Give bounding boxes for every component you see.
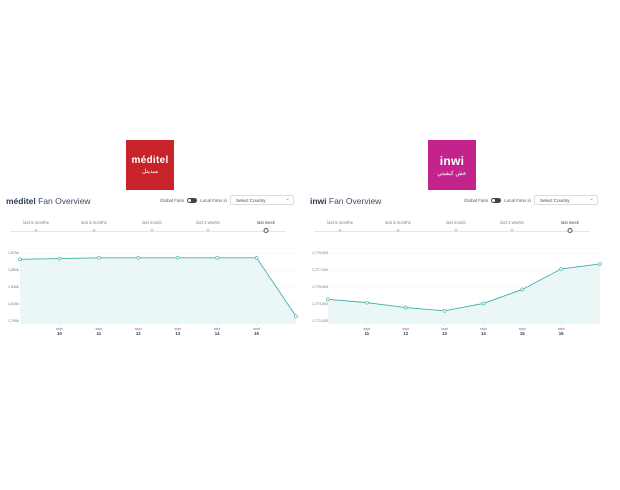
data-point: [326, 297, 330, 302]
range-handle[interactable]: [263, 228, 269, 233]
panel-header: méditel Fan Overview Global Fans Local F…: [6, 194, 300, 209]
range-option[interactable]: last week: [561, 220, 579, 225]
range-option[interactable]: last 2 weeks: [500, 220, 524, 225]
fan-chart: 1,870k1,850k1,830k1,810k1,790ksept10sept…: [8, 251, 298, 336]
range-handle[interactable]: [150, 229, 154, 232]
range-option[interactable]: last month: [142, 220, 162, 225]
x-tick-day: 13: [442, 331, 447, 336]
panel-header: inwi Fan Overview Global Fans Local Fans…: [310, 194, 604, 209]
data-point: [215, 255, 219, 260]
range-handle[interactable]: [338, 229, 342, 232]
x-tick-month: sept: [441, 327, 448, 331]
x-tick-day: 16: [559, 331, 564, 336]
x-tick-month: sept: [56, 327, 63, 331]
range-handle[interactable]: [206, 229, 210, 232]
x-tick-month: sept: [480, 327, 487, 331]
x-tick-day: 14: [481, 331, 486, 336]
range-option[interactable]: last 3 months: [385, 220, 411, 225]
x-tick-month: sept: [519, 327, 526, 331]
range-selector: last 6 months last 3 months last month last…: [6, 220, 300, 234]
meditel-panel: méditel ميديتل méditel Fan Overview Glob…: [6, 140, 300, 340]
data-point: [97, 255, 101, 260]
x-tick-month: sept: [363, 327, 370, 331]
x-tick-month: sept: [135, 327, 142, 331]
local-fans-label: Local Fans in: [504, 197, 531, 203]
data-point: [520, 287, 525, 292]
inwi-logo: inwi عش كيفيتي: [428, 140, 476, 190]
series-line: [19, 257, 297, 317]
data-point: [365, 300, 369, 305]
panel-title: inwi Fan Overview: [310, 196, 382, 206]
x-tick-day: 10: [57, 331, 62, 336]
local-fans-label: Local Fans in: [200, 197, 227, 203]
fan-chart: 1,779,000 1,777,000 1,775,000 1,773,000 1,77…: [312, 251, 602, 336]
y-tick-label: 1,810k: [8, 302, 19, 306]
series-area: [20, 257, 296, 324]
data-point: [559, 267, 563, 271]
data-point: [57, 256, 62, 261]
range-option[interactable]: last 6 months: [23, 220, 49, 225]
data-point: [136, 255, 141, 260]
global-fans-label: Global Fans: [159, 197, 185, 203]
range-handle[interactable]: [34, 229, 38, 232]
range-option[interactable]: last week: [257, 220, 275, 225]
range-selector: last 6 months last 3 months last month last…: [310, 220, 604, 234]
country-select[interactable]: Select Country: [534, 194, 598, 205]
x-tick-day: 15: [520, 331, 525, 336]
range-option[interactable]: last 6 months: [327, 220, 353, 225]
x-tick-month: sept: [402, 327, 409, 331]
fan-controls: Global Fans Local Fans in Select Country: [463, 194, 598, 205]
fan-controls: Global Fans Local Fans in Select Country: [159, 194, 294, 205]
y-tick-label: 1,870k: [8, 251, 19, 255]
x-tick-day: 12: [136, 331, 141, 336]
data-point: [254, 255, 259, 260]
data-point: [403, 305, 408, 310]
global-fans-label: Global Fans: [463, 197, 489, 203]
x-tick-day: 13: [175, 331, 180, 336]
fans-toggle[interactable]: [187, 197, 198, 203]
x-tick-day: 11: [97, 331, 102, 336]
data-point: [442, 309, 447, 313]
x-tick-day: 11: [365, 331, 370, 336]
range-handle[interactable]: [396, 229, 400, 232]
meditel-logo: méditel ميديتل: [126, 140, 174, 190]
data-point: [294, 314, 298, 319]
data-point: [481, 301, 486, 306]
y-tick-label: 1,779,000: [312, 251, 328, 255]
range-option[interactable]: last 2 weeks: [196, 220, 220, 225]
inwi-panel: inwi عش كيفيتي inwi Fan Overview Global …: [310, 140, 604, 340]
x-tick-day: 14: [215, 331, 220, 336]
y-tick-label: 1,850k: [8, 268, 19, 272]
y-tick-label: 1,773,000: [312, 302, 328, 306]
series-area: [328, 263, 600, 324]
range-handle[interactable]: [567, 228, 573, 233]
range-handle[interactable]: [92, 229, 96, 232]
x-tick-day: 12: [403, 331, 408, 336]
range-option[interactable]: last month: [446, 220, 466, 225]
fans-toggle[interactable]: [491, 197, 502, 203]
x-tick-month: sept: [253, 327, 260, 331]
y-tick-label: 1,777,000: [312, 268, 328, 272]
range-option[interactable]: last 3 months: [81, 220, 107, 225]
y-tick-label: 1,771,000: [312, 319, 328, 323]
x-tick-month: sept: [95, 327, 102, 331]
x-tick-month: sept: [214, 327, 221, 331]
data-point: [18, 257, 22, 262]
series-line: [327, 263, 601, 312]
x-tick-month: sept: [174, 327, 181, 331]
y-tick-label: 1,830k: [8, 285, 19, 289]
panel-title: méditel Fan Overview: [6, 196, 91, 206]
y-tick-label: 1,790k: [8, 319, 19, 323]
data-point: [598, 262, 602, 266]
range-handle[interactable]: [510, 229, 514, 232]
country-select[interactable]: Select Country: [230, 194, 294, 205]
y-tick-label: 1,775,000: [312, 285, 328, 289]
range-handle[interactable]: [454, 229, 458, 232]
x-tick-day: 15: [254, 331, 259, 336]
data-point: [175, 255, 180, 260]
x-tick-month: sept: [558, 327, 565, 331]
